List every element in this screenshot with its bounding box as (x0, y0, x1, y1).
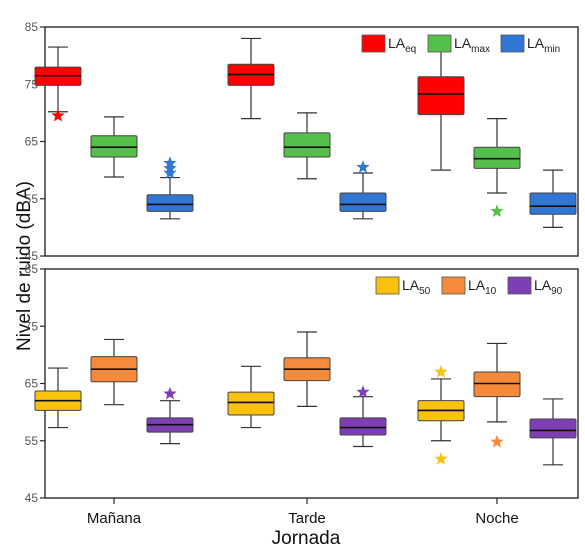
y-tick-label: 75 (25, 319, 39, 333)
outlier-star (356, 385, 370, 398)
box-lamax-noche (473, 117, 521, 218)
legend-label-subscript: eq (405, 44, 416, 55)
legend-label: LAmax (454, 35, 490, 55)
box-la50-noche (417, 365, 465, 465)
legend-label: LA50 (402, 277, 431, 297)
box-iqr (529, 192, 577, 215)
box-iqr (227, 391, 275, 416)
box-laeq-mañana (34, 46, 82, 122)
x-category-label: Noche (475, 510, 518, 527)
x-category-label: Tarde (288, 510, 326, 527)
outlier-star (434, 452, 448, 465)
outlier-star (51, 108, 65, 122)
box-lamax-mañana (90, 116, 138, 178)
y-tick-label: 85 (25, 20, 39, 34)
box-iqr (90, 135, 138, 158)
outlier-star (490, 434, 504, 448)
legend-swatch (500, 34, 525, 53)
box-iqr (283, 132, 331, 158)
box-lamax-tarde (283, 112, 331, 180)
legend-label-subscript: min (544, 44, 560, 55)
box-la50-tarde (227, 365, 275, 429)
legend-label-subscript: 90 (551, 286, 563, 297)
legend-label-main: LA (527, 35, 545, 51)
legend-label-main: LA (454, 35, 472, 51)
box-iqr (473, 146, 521, 169)
legend-label: LAmin (527, 35, 560, 55)
outlier-star (356, 160, 370, 173)
outlier-star (163, 161, 177, 175)
box-iqr (529, 418, 577, 439)
box-lamin-tarde (339, 160, 387, 220)
y-tick-label: 55 (25, 192, 39, 206)
legend-swatch (507, 276, 532, 295)
legend-label: LAeq (388, 35, 416, 55)
outlier-star (163, 165, 177, 179)
box-iqr (146, 194, 194, 212)
legend-swatch (441, 276, 466, 295)
legend-label-main: LA (534, 277, 552, 293)
y-tick-label: 45 (25, 249, 39, 263)
y-tick-label: 45 (25, 491, 39, 505)
box-lamin-noche (529, 169, 577, 228)
box-la50-mañana (34, 367, 82, 429)
y-axis-title: Nivel de ruido (dBA) (14, 181, 35, 351)
box-lamin-mañana (146, 156, 194, 220)
legend-label-subscript: max (471, 44, 490, 55)
box-la90-tarde (339, 385, 387, 448)
y-tick-label: 65 (25, 377, 39, 391)
legend-label: LA90 (534, 277, 563, 297)
box-la90-noche (529, 398, 577, 466)
box-la90-mañana (146, 386, 194, 445)
x-axis-title: Jornada (272, 528, 341, 549)
box-la10-tarde (283, 331, 331, 407)
outlier-star (490, 204, 504, 218)
legend-top: LAeq LAmax LAmin (361, 34, 560, 55)
y-tick-label: 85 (25, 262, 39, 276)
legend-bottom: LA50 LA10 LA90 (375, 276, 563, 297)
box-la10-mañana (90, 338, 138, 406)
y-tick-label: 55 (25, 434, 39, 448)
legend-label-subscript: 50 (419, 286, 431, 297)
box-iqr (473, 371, 521, 398)
legend-label-subscript: 10 (485, 286, 497, 297)
legend-swatch (427, 34, 452, 53)
box-iqr (417, 76, 465, 116)
box-la10-noche (473, 342, 521, 448)
box-iqr (339, 192, 387, 212)
legend-label-main: LA (468, 277, 486, 293)
outlier-star (163, 386, 177, 400)
box-laeq-tarde (227, 37, 275, 120)
legend-swatch (361, 34, 386, 53)
y-tick-label: 65 (25, 135, 39, 149)
box-laeq-noche (417, 34, 465, 171)
outlier-star (434, 365, 448, 378)
box-iqr (339, 417, 387, 436)
x-category-label: Mañana (87, 510, 142, 527)
legend-label-main: LA (402, 277, 420, 293)
legend-swatch (375, 276, 400, 295)
legend-label: LA10 (468, 277, 497, 297)
legend-label-main: LA (388, 35, 406, 51)
outlier-star (163, 156, 177, 169)
